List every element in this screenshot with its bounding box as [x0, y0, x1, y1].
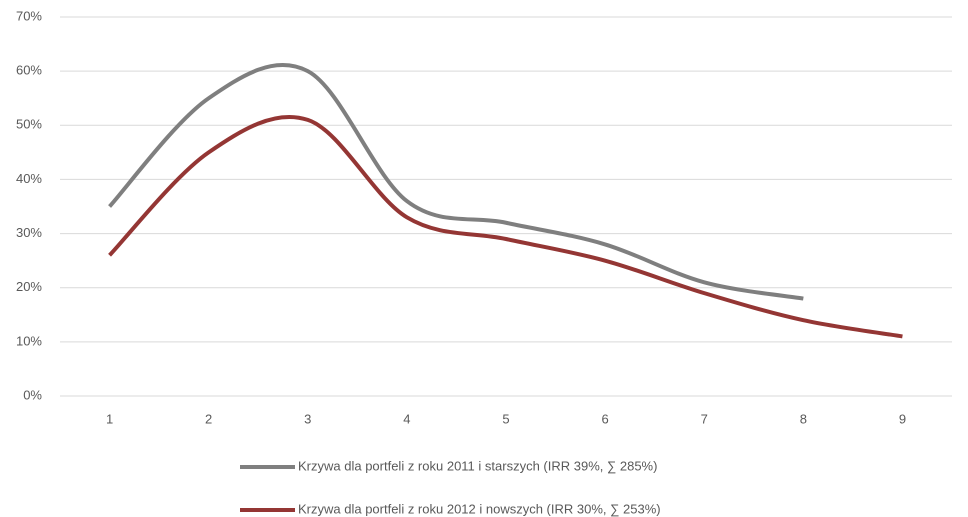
x-tick-label: 8: [800, 411, 807, 426]
y-tick-label: 40%: [16, 171, 42, 186]
x-tick-label: 5: [502, 411, 509, 426]
x-tick-label: 6: [601, 411, 608, 426]
y-tick-label: 70%: [16, 8, 42, 23]
legend-label: Krzywa dla portfeli z roku 2012 i nowszy…: [298, 501, 661, 516]
y-tick-label: 0%: [23, 387, 42, 402]
y-tick-label: 60%: [16, 63, 42, 78]
y-tick-label: 10%: [16, 333, 42, 348]
x-tick-label: 3: [304, 411, 311, 426]
x-tick-label: 1: [106, 411, 113, 426]
x-tick-label: 9: [899, 411, 906, 426]
series-line: [108, 114, 903, 339]
legend-label: Krzywa dla portfeli z roku 2011 i starsz…: [298, 458, 657, 473]
y-tick-label: 20%: [16, 279, 42, 294]
x-tick-label: 7: [701, 411, 708, 426]
x-tick-label: 2: [205, 411, 212, 426]
y-tick-label: 30%: [16, 225, 42, 240]
y-tick-label: 50%: [16, 117, 42, 132]
x-tick-label: 4: [403, 411, 410, 426]
series-line: [108, 63, 804, 301]
